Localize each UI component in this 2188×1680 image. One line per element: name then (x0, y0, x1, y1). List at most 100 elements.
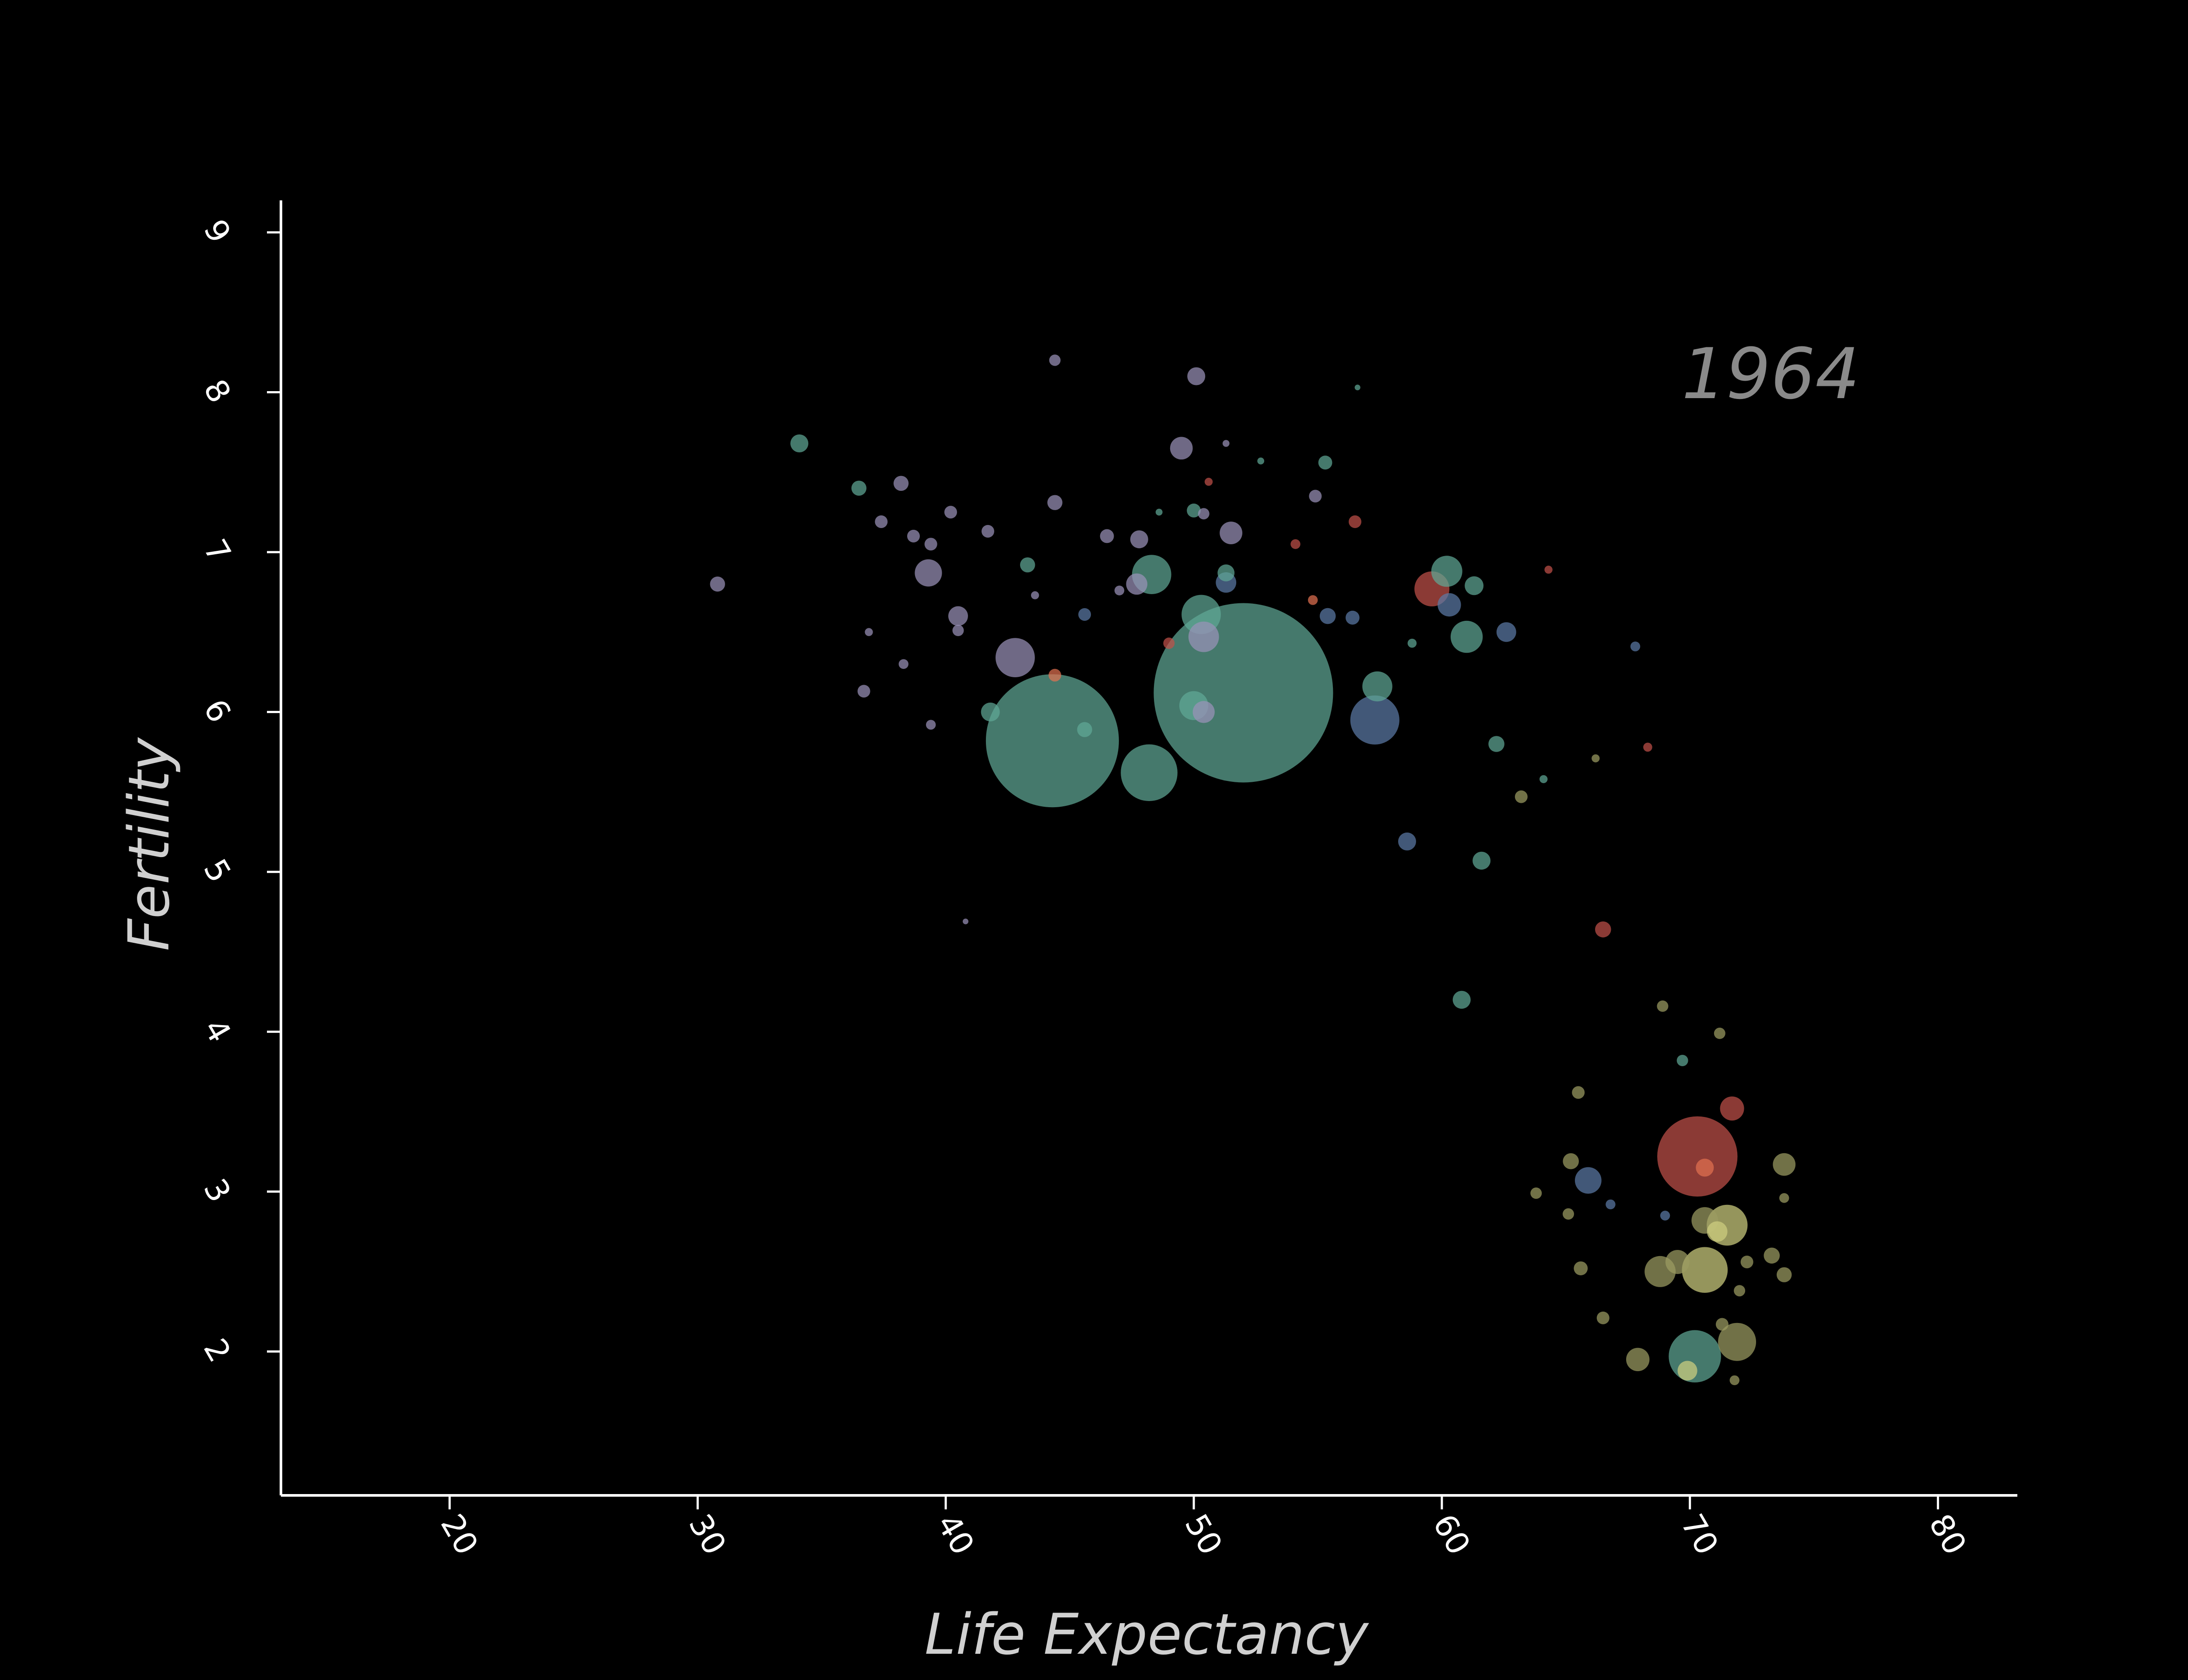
bubble-point (1309, 490, 1322, 503)
bubble-point (790, 434, 809, 452)
bubble-point (1257, 457, 1265, 465)
bubble-point (1362, 671, 1392, 702)
bubbles-layer (710, 354, 1796, 1386)
bubble-point (1677, 1361, 1697, 1381)
bubble-point (1606, 1199, 1616, 1210)
bubble-point (1740, 1256, 1753, 1268)
bubble-point (1163, 637, 1175, 649)
bubble-point (1707, 1221, 1728, 1242)
bubble-point (1563, 1153, 1579, 1169)
bubble-point (1465, 576, 1484, 595)
bubble-point (1047, 495, 1062, 510)
bubble-point (1407, 638, 1417, 648)
bubble-point (1714, 1027, 1725, 1039)
bubble-point (1077, 722, 1092, 737)
bubble-point (1660, 1211, 1670, 1221)
bubble-point (1496, 622, 1516, 642)
bubble-point (1592, 754, 1600, 763)
bubble-point (1350, 695, 1399, 745)
bubble-point (1676, 1055, 1688, 1066)
bubble-point (1431, 556, 1462, 587)
bubble-point (1192, 701, 1215, 723)
bubble-point (944, 506, 957, 519)
bubble-point (985, 674, 1119, 808)
bubble-point (1319, 608, 1336, 624)
year-annotation: 1964 (1682, 333, 1860, 415)
bubble-point (1354, 385, 1360, 391)
bubble-point (1595, 921, 1611, 938)
axes (280, 200, 2017, 1497)
bubble-point (915, 559, 942, 587)
bubble-point (1154, 603, 1333, 783)
bubble-point (1530, 1187, 1542, 1199)
bubble-point (710, 576, 725, 592)
bubble-point (1318, 455, 1332, 470)
bubble-point (1114, 585, 1125, 595)
bubble-point (893, 476, 909, 491)
bubble-point (1048, 668, 1062, 682)
bubble-point (1626, 1348, 1650, 1372)
bubble-point (926, 720, 936, 730)
bubble-point (1217, 564, 1235, 581)
bubble-point (1596, 1311, 1609, 1324)
bubble-point (1349, 515, 1361, 528)
bubble-point (1643, 742, 1652, 752)
bubble-point (1515, 790, 1528, 803)
bubble-point (1574, 1261, 1588, 1276)
bubble-point (1539, 775, 1548, 784)
bubble-point (1715, 1318, 1729, 1331)
bubble-point (1729, 1375, 1739, 1386)
bubble-point (996, 638, 1035, 677)
bubble-point (1734, 1285, 1746, 1297)
bubble-point (1665, 1250, 1690, 1274)
bubble-point (1020, 557, 1035, 573)
bubble-point (1764, 1247, 1780, 1264)
bubble-point (1682, 1247, 1728, 1293)
bubble-point (1170, 437, 1193, 460)
bubble-point (1187, 367, 1206, 385)
bubble-point (1130, 530, 1148, 549)
bubble-point (1696, 1158, 1714, 1177)
bubble-point (1544, 565, 1553, 574)
bubble-point (898, 659, 908, 669)
y-axis-label: Fertility (117, 737, 182, 951)
bubble-point (907, 529, 920, 542)
bubble-point (1308, 595, 1318, 605)
bubble-point (1657, 1000, 1669, 1012)
bubble-point (1220, 522, 1243, 544)
x-axis-label: Life Expectancy (925, 1602, 1370, 1667)
bubble-point (1078, 608, 1091, 621)
bubble-point (924, 538, 937, 551)
bubble-point (865, 628, 873, 636)
bubble-point (1222, 440, 1230, 447)
bubble-point (948, 606, 968, 626)
bubble-point (1574, 1167, 1602, 1194)
bubble-point (1438, 593, 1461, 617)
bubble-point (1773, 1153, 1796, 1176)
bubble-point (1572, 1086, 1585, 1099)
bubble-point (1204, 478, 1213, 486)
bubble-point (1720, 1096, 1744, 1121)
bubble-point (1100, 529, 1114, 543)
bubble-point (1473, 851, 1491, 870)
bubble-point (851, 480, 867, 496)
bubble-point (1126, 573, 1147, 595)
bubble-point (1488, 736, 1504, 752)
bubble-point (1452, 990, 1471, 1009)
bubble-point (981, 702, 1000, 721)
bubble-point (1049, 354, 1061, 366)
bubble-point (1187, 504, 1201, 518)
bubble-point (1121, 744, 1178, 801)
bubble-point (857, 685, 870, 698)
bubble-point (1290, 539, 1301, 549)
bubble-point (1345, 610, 1360, 625)
bubble-point (1398, 832, 1416, 850)
bubble-point (963, 918, 968, 924)
bubble-point (1630, 641, 1641, 651)
bubble-point (1198, 508, 1210, 520)
bubble-point (875, 515, 888, 528)
bubble-point (1188, 621, 1219, 652)
bubble-point (952, 625, 964, 636)
